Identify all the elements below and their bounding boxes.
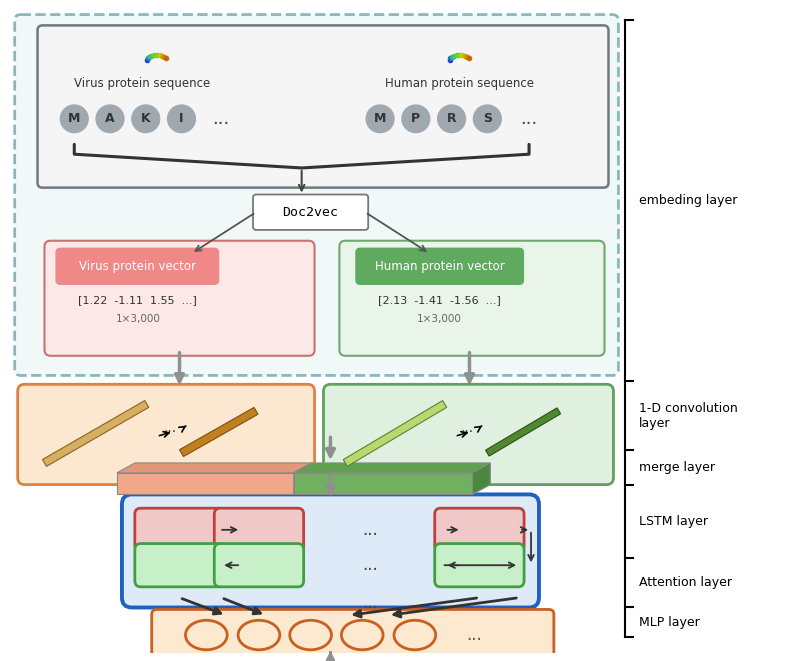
FancyBboxPatch shape (253, 194, 368, 230)
Text: M: M (374, 112, 387, 126)
Text: ...: ... (521, 110, 537, 128)
Text: 1×3,000: 1×3,000 (115, 315, 160, 325)
FancyBboxPatch shape (435, 543, 524, 587)
Text: Doc2vec: Doc2vec (282, 206, 338, 219)
Text: Human protein sequence: Human protein sequence (385, 77, 534, 90)
Text: merge layer: merge layer (639, 461, 716, 474)
FancyBboxPatch shape (435, 508, 524, 551)
FancyBboxPatch shape (17, 384, 315, 485)
Text: R: R (447, 112, 456, 126)
Text: LSTM layer: LSTM layer (639, 515, 709, 528)
Text: 1×3,000: 1×3,000 (417, 315, 462, 325)
FancyBboxPatch shape (55, 248, 219, 285)
Text: Virus protein sequence: Virus protein sequence (73, 77, 210, 90)
Text: ...: ... (362, 521, 378, 539)
Ellipse shape (394, 620, 436, 650)
FancyBboxPatch shape (215, 543, 304, 587)
Text: P: P (411, 112, 421, 126)
Polygon shape (294, 463, 312, 494)
Text: M: M (68, 112, 80, 126)
Circle shape (366, 105, 394, 133)
Polygon shape (485, 408, 561, 456)
Text: 1-D convolution
layer: 1-D convolution layer (639, 402, 738, 430)
Text: ...: ... (466, 626, 482, 644)
Circle shape (438, 105, 466, 133)
FancyBboxPatch shape (44, 241, 315, 356)
Text: Human protein vector: Human protein vector (375, 260, 504, 273)
Text: A: A (105, 112, 115, 126)
Circle shape (402, 105, 430, 133)
FancyBboxPatch shape (151, 609, 554, 660)
Circle shape (167, 105, 196, 133)
Polygon shape (117, 473, 294, 494)
Polygon shape (180, 407, 258, 457)
Text: ...: ... (212, 110, 230, 128)
FancyBboxPatch shape (355, 248, 524, 285)
Text: S: S (483, 112, 492, 126)
Polygon shape (294, 473, 473, 494)
Text: ...: ... (163, 420, 176, 434)
Polygon shape (343, 401, 447, 466)
FancyBboxPatch shape (339, 241, 604, 356)
Ellipse shape (185, 620, 227, 650)
Polygon shape (473, 463, 490, 494)
Polygon shape (43, 401, 149, 467)
FancyBboxPatch shape (323, 384, 613, 485)
Ellipse shape (342, 620, 383, 650)
Text: MLP layer: MLP layer (639, 616, 700, 629)
Circle shape (473, 105, 501, 133)
Text: [1.22  -1.11  1.55  ...]: [1.22 -1.11 1.55 ...] (78, 295, 197, 305)
Text: ...: ... (362, 556, 378, 574)
Ellipse shape (290, 620, 331, 650)
Ellipse shape (238, 620, 280, 650)
FancyBboxPatch shape (135, 543, 224, 587)
Text: I: I (179, 112, 184, 126)
Text: Attention layer: Attention layer (639, 576, 732, 590)
Polygon shape (294, 463, 490, 473)
Text: Virus protein vector: Virus protein vector (80, 260, 196, 273)
Text: [2.13  -1.41  -1.56  ...]: [2.13 -1.41 -1.56 ...] (378, 295, 501, 305)
FancyBboxPatch shape (15, 15, 619, 375)
Circle shape (132, 105, 159, 133)
Circle shape (61, 105, 88, 133)
Text: ...: ... (461, 420, 474, 434)
FancyBboxPatch shape (38, 25, 608, 188)
FancyBboxPatch shape (122, 494, 539, 607)
Text: K: K (141, 112, 151, 126)
Text: ...: ... (362, 594, 378, 611)
Polygon shape (117, 463, 312, 473)
FancyBboxPatch shape (135, 508, 224, 551)
Circle shape (96, 105, 124, 133)
FancyBboxPatch shape (215, 508, 304, 551)
Text: embeding layer: embeding layer (639, 194, 738, 208)
